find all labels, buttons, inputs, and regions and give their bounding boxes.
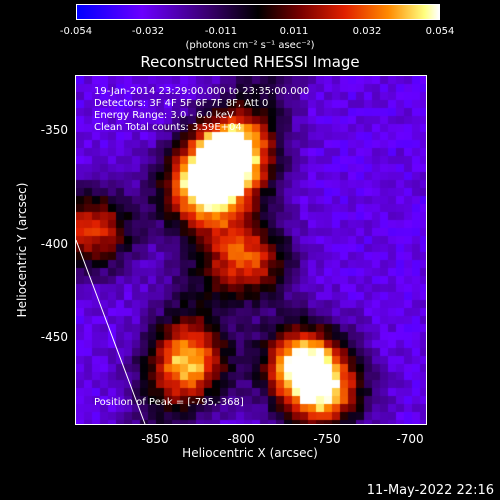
colorbar-tick: -0.054 xyxy=(59,26,93,37)
info-time: 19-Jan-2014 23:29:00.000 to 23:35:00.000 xyxy=(94,86,310,97)
colorbar-tick: 0.032 xyxy=(352,26,382,37)
y-tick-label: -450 xyxy=(40,330,68,344)
colorbar-tick: -0.011 xyxy=(204,26,238,37)
y-tick-label: -350 xyxy=(40,123,68,137)
x-tick-label: -850 xyxy=(141,432,169,446)
info-energy: Energy Range: 3.0 - 6.0 keV xyxy=(94,110,234,121)
x-tick-label: -700 xyxy=(396,432,424,446)
colorbar-tick: -0.032 xyxy=(131,26,165,37)
info-clean: Clean Total counts: 3.59E+04 xyxy=(94,122,242,133)
y-tick-label: -400 xyxy=(40,237,68,251)
plot-frame xyxy=(75,75,427,425)
x-axis-label: Heliocentric X (arcsec) xyxy=(182,446,318,460)
x-tick-label: -800 xyxy=(227,432,255,446)
colorbar xyxy=(76,4,440,20)
x-tick-label: -750 xyxy=(313,432,341,446)
heatmap-image xyxy=(76,76,426,424)
y-axis-label: Heliocentric Y (arcsec) xyxy=(15,182,29,318)
info-detectors: Detectors: 3F 4F 5F 6F 7F 8F, Att 0 xyxy=(94,98,269,109)
colorbar-tick: 0.054 xyxy=(425,26,455,37)
solar-limb-line xyxy=(75,239,146,425)
footer-date: 11-May-2022 22:16 xyxy=(366,483,494,498)
colorbar-units-label: (photons cm⁻² s⁻¹ asec⁻²) xyxy=(185,40,315,51)
colorbar-tick: 0.011 xyxy=(279,26,309,37)
peak-position-label: Position of Peak = [-795,-368] xyxy=(94,397,244,408)
chart-title: Reconstructed RHESSI Image xyxy=(140,53,360,71)
